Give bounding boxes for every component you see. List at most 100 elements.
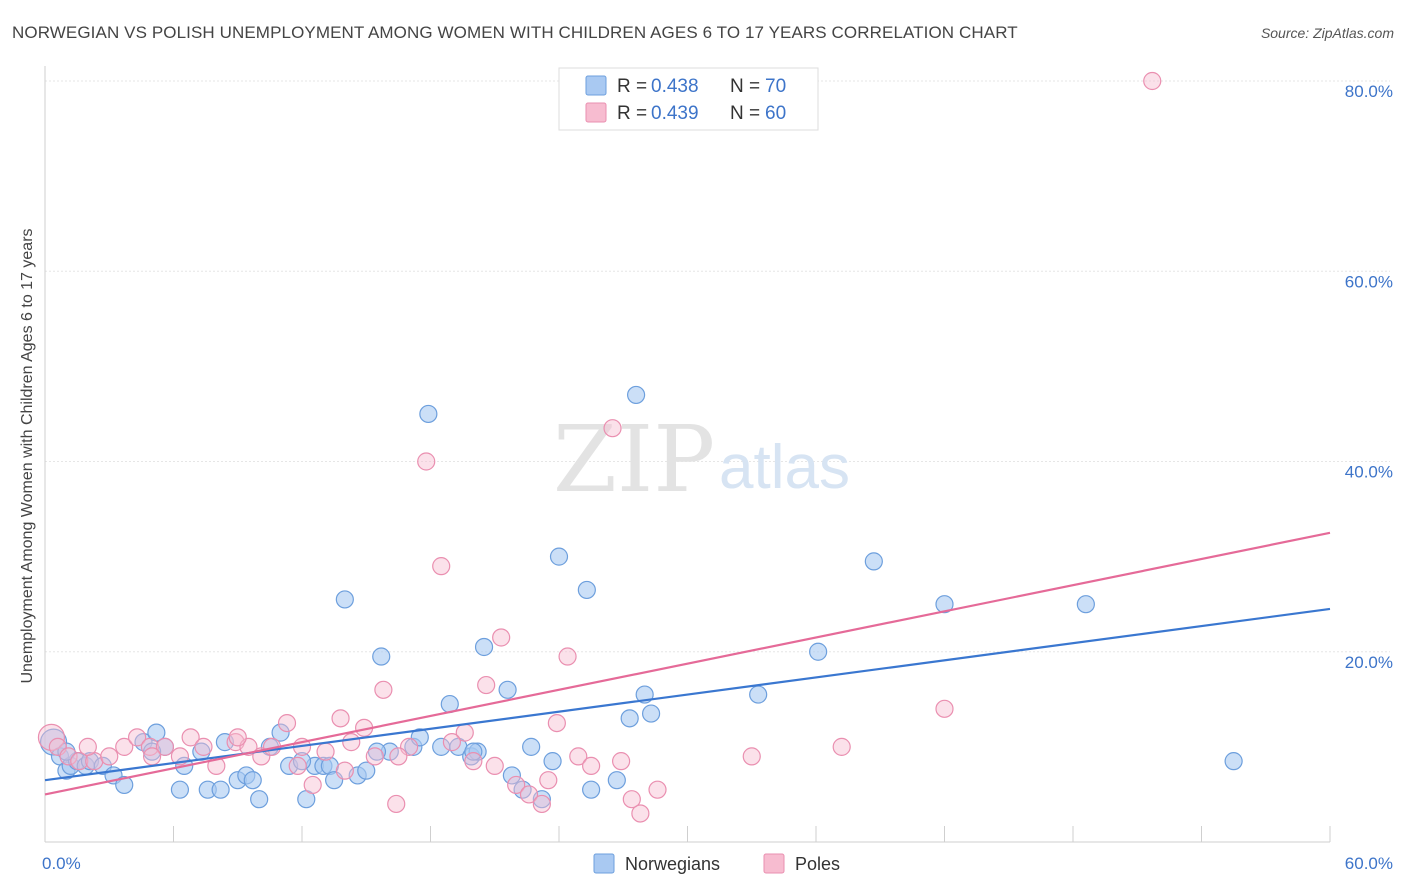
data-point xyxy=(243,771,262,790)
data-point xyxy=(170,780,190,799)
data-point xyxy=(641,704,661,723)
data-point xyxy=(631,804,650,823)
poles-points xyxy=(37,71,1162,823)
trend-line xyxy=(44,531,1331,796)
legend-swatch-norwegians xyxy=(585,75,607,96)
data-point xyxy=(507,775,526,795)
trend-lines xyxy=(44,531,1331,796)
data-point xyxy=(502,766,521,785)
data-point xyxy=(316,742,335,761)
data-point xyxy=(303,775,322,795)
data-point xyxy=(558,647,577,666)
data-point xyxy=(543,752,562,771)
data-point xyxy=(155,737,175,756)
data-point xyxy=(832,737,851,756)
data-point xyxy=(100,747,119,766)
legend-n-label-poles: N = xyxy=(730,103,760,124)
data-point xyxy=(211,780,230,799)
data-point xyxy=(532,794,551,814)
series-legend-swatch-poles xyxy=(763,853,785,874)
y-axis-label: Unemployment Among Women with Children A… xyxy=(19,228,36,683)
data-point xyxy=(357,761,376,780)
data-point xyxy=(365,747,384,766)
data-point xyxy=(474,637,494,657)
data-point xyxy=(372,647,391,666)
watermark-zip: ZIP xyxy=(553,406,715,513)
y-tick-labels: 20.0% 40.0% 60.0% 80.0% xyxy=(1345,82,1393,672)
data-point xyxy=(620,709,639,728)
data-point xyxy=(288,756,307,776)
data-point xyxy=(539,771,558,790)
legend-n-value-poles: 60 xyxy=(765,103,786,124)
data-point xyxy=(622,790,641,809)
data-point xyxy=(582,780,601,799)
data-point xyxy=(335,590,354,609)
data-point xyxy=(277,713,297,733)
data-point xyxy=(59,747,78,766)
data-point xyxy=(417,452,436,471)
legend-r-value-norwegians: 0.438 xyxy=(651,76,699,97)
data-point xyxy=(37,723,66,751)
data-point xyxy=(492,628,511,647)
data-point xyxy=(181,728,200,747)
data-point xyxy=(742,747,761,766)
data-point xyxy=(374,680,393,699)
data-point xyxy=(607,771,626,790)
data-point xyxy=(935,699,954,718)
legend-r-label-norwegians: R = xyxy=(617,76,647,97)
watermark-atlas: atlas xyxy=(719,433,850,502)
norwegians-points xyxy=(39,385,1243,809)
data-point xyxy=(335,761,354,780)
y-tick-label: 40.0% xyxy=(1345,463,1393,482)
data-point xyxy=(194,737,213,756)
series-legend-label-poles: Poles xyxy=(795,854,840,874)
data-point xyxy=(115,737,134,756)
data-point xyxy=(331,709,350,728)
data-point xyxy=(935,595,954,614)
data-point xyxy=(271,723,290,742)
data-point xyxy=(387,794,406,814)
x-tick-label: 0.0% xyxy=(42,854,81,873)
data-point xyxy=(864,552,883,571)
data-point xyxy=(250,790,269,809)
chart-title: NORWEGIAN VS POLISH UNEMPLOYMENT AMONG W… xyxy=(12,23,1018,42)
legend-n-label-norwegians: N = xyxy=(730,76,760,97)
data-point xyxy=(432,557,451,576)
legend-r-value-poles: 0.439 xyxy=(651,103,699,124)
y-tick-label: 60.0% xyxy=(1345,272,1393,291)
data-point xyxy=(498,680,517,699)
data-point xyxy=(626,385,646,405)
y-tick-label: 20.0% xyxy=(1345,653,1393,672)
data-point xyxy=(648,780,667,799)
data-point xyxy=(549,547,569,566)
data-point xyxy=(342,733,361,752)
x-tick-labels: 0.0% 60.0% xyxy=(42,854,1393,873)
source-label: Source: ZipAtlas.com xyxy=(1261,25,1394,41)
legend-swatch-poles xyxy=(585,102,607,123)
data-point xyxy=(582,756,601,776)
series-legend-swatch-norwegians xyxy=(593,853,615,874)
data-point xyxy=(547,713,566,733)
series-legend-label-norwegians: Norwegians xyxy=(625,854,720,874)
legend-r-label-poles: R = xyxy=(617,103,647,124)
x-tick-label: 60.0% xyxy=(1345,854,1393,873)
data-point xyxy=(485,756,504,776)
data-point xyxy=(522,737,541,756)
data-point xyxy=(477,675,496,695)
data-point xyxy=(1143,71,1162,91)
data-point xyxy=(419,404,438,424)
data-point xyxy=(127,728,147,747)
data-point xyxy=(464,742,483,761)
data-point xyxy=(228,728,247,747)
data-point xyxy=(577,580,596,600)
data-point xyxy=(603,419,622,438)
data-point xyxy=(142,747,162,766)
y-tick-label: 80.0% xyxy=(1345,82,1393,101)
data-point xyxy=(442,733,462,752)
data-point xyxy=(569,747,588,766)
grid-lines xyxy=(45,80,1390,653)
data-point xyxy=(389,747,408,766)
data-point xyxy=(749,685,768,704)
data-point xyxy=(809,642,828,661)
